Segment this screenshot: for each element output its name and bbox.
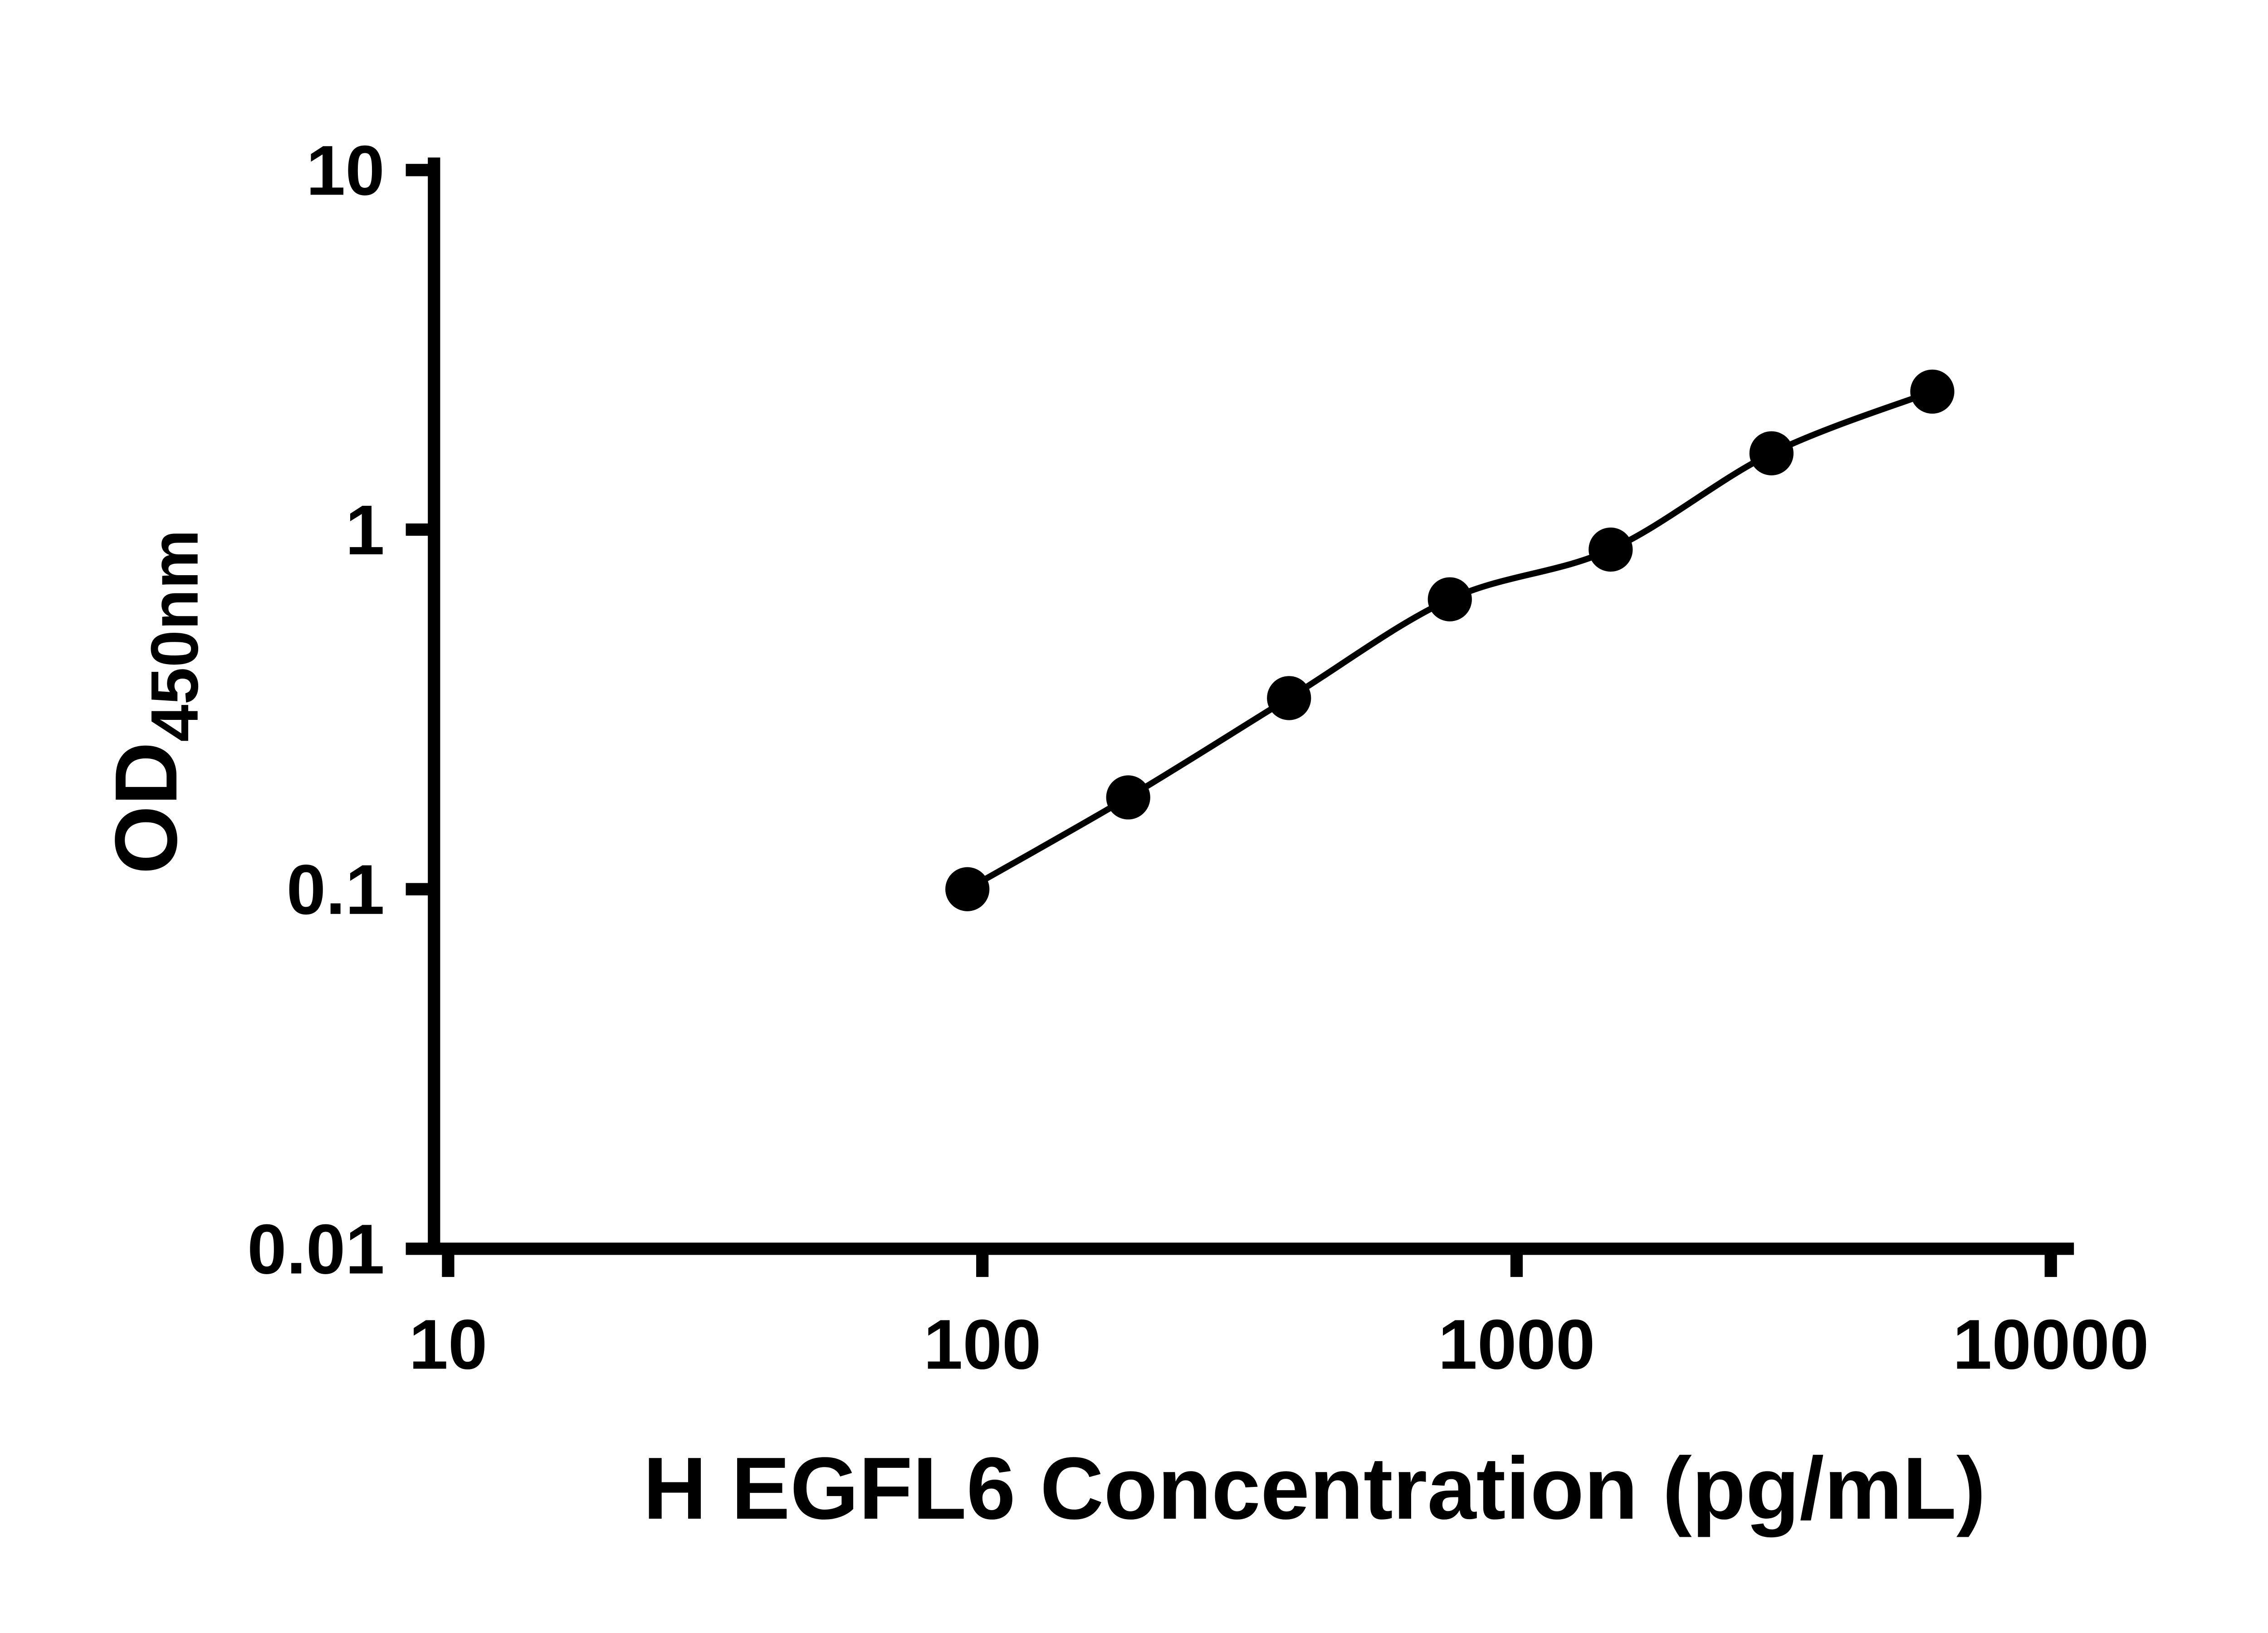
y-tick-label: 10 <box>306 131 385 210</box>
data-point <box>1589 527 1633 572</box>
axes-layer: 0.01 0.1 1 10 10 100 1000 10000 <box>247 131 2149 1384</box>
y-axis-label: OD450nm <box>97 529 212 874</box>
data-point <box>1427 577 1472 621</box>
data-point <box>1910 369 1955 414</box>
x-axis-label: H EGFL6 Concentration (pg/mL) <box>643 1439 1986 1538</box>
y-tick-label: 1 <box>345 490 385 569</box>
x-tick-label: 10 <box>409 1305 487 1384</box>
data-layer <box>945 369 1955 911</box>
y-axis-label-main: OD <box>97 742 196 874</box>
y-tick-label: 0.01 <box>247 1209 385 1288</box>
x-tick-label: 100 <box>924 1305 1041 1384</box>
x-tick-label: 10000 <box>1953 1305 2149 1384</box>
data-point <box>1749 431 1794 475</box>
y-axis-label-subscript: 450nm <box>137 529 212 742</box>
data-point <box>945 867 990 911</box>
data-point <box>1267 676 1311 720</box>
x-tick-label: 1000 <box>1438 1305 1595 1384</box>
data-point <box>1106 775 1150 820</box>
y-tick-label: 0.1 <box>287 850 385 929</box>
axis-lines <box>428 157 2074 1255</box>
